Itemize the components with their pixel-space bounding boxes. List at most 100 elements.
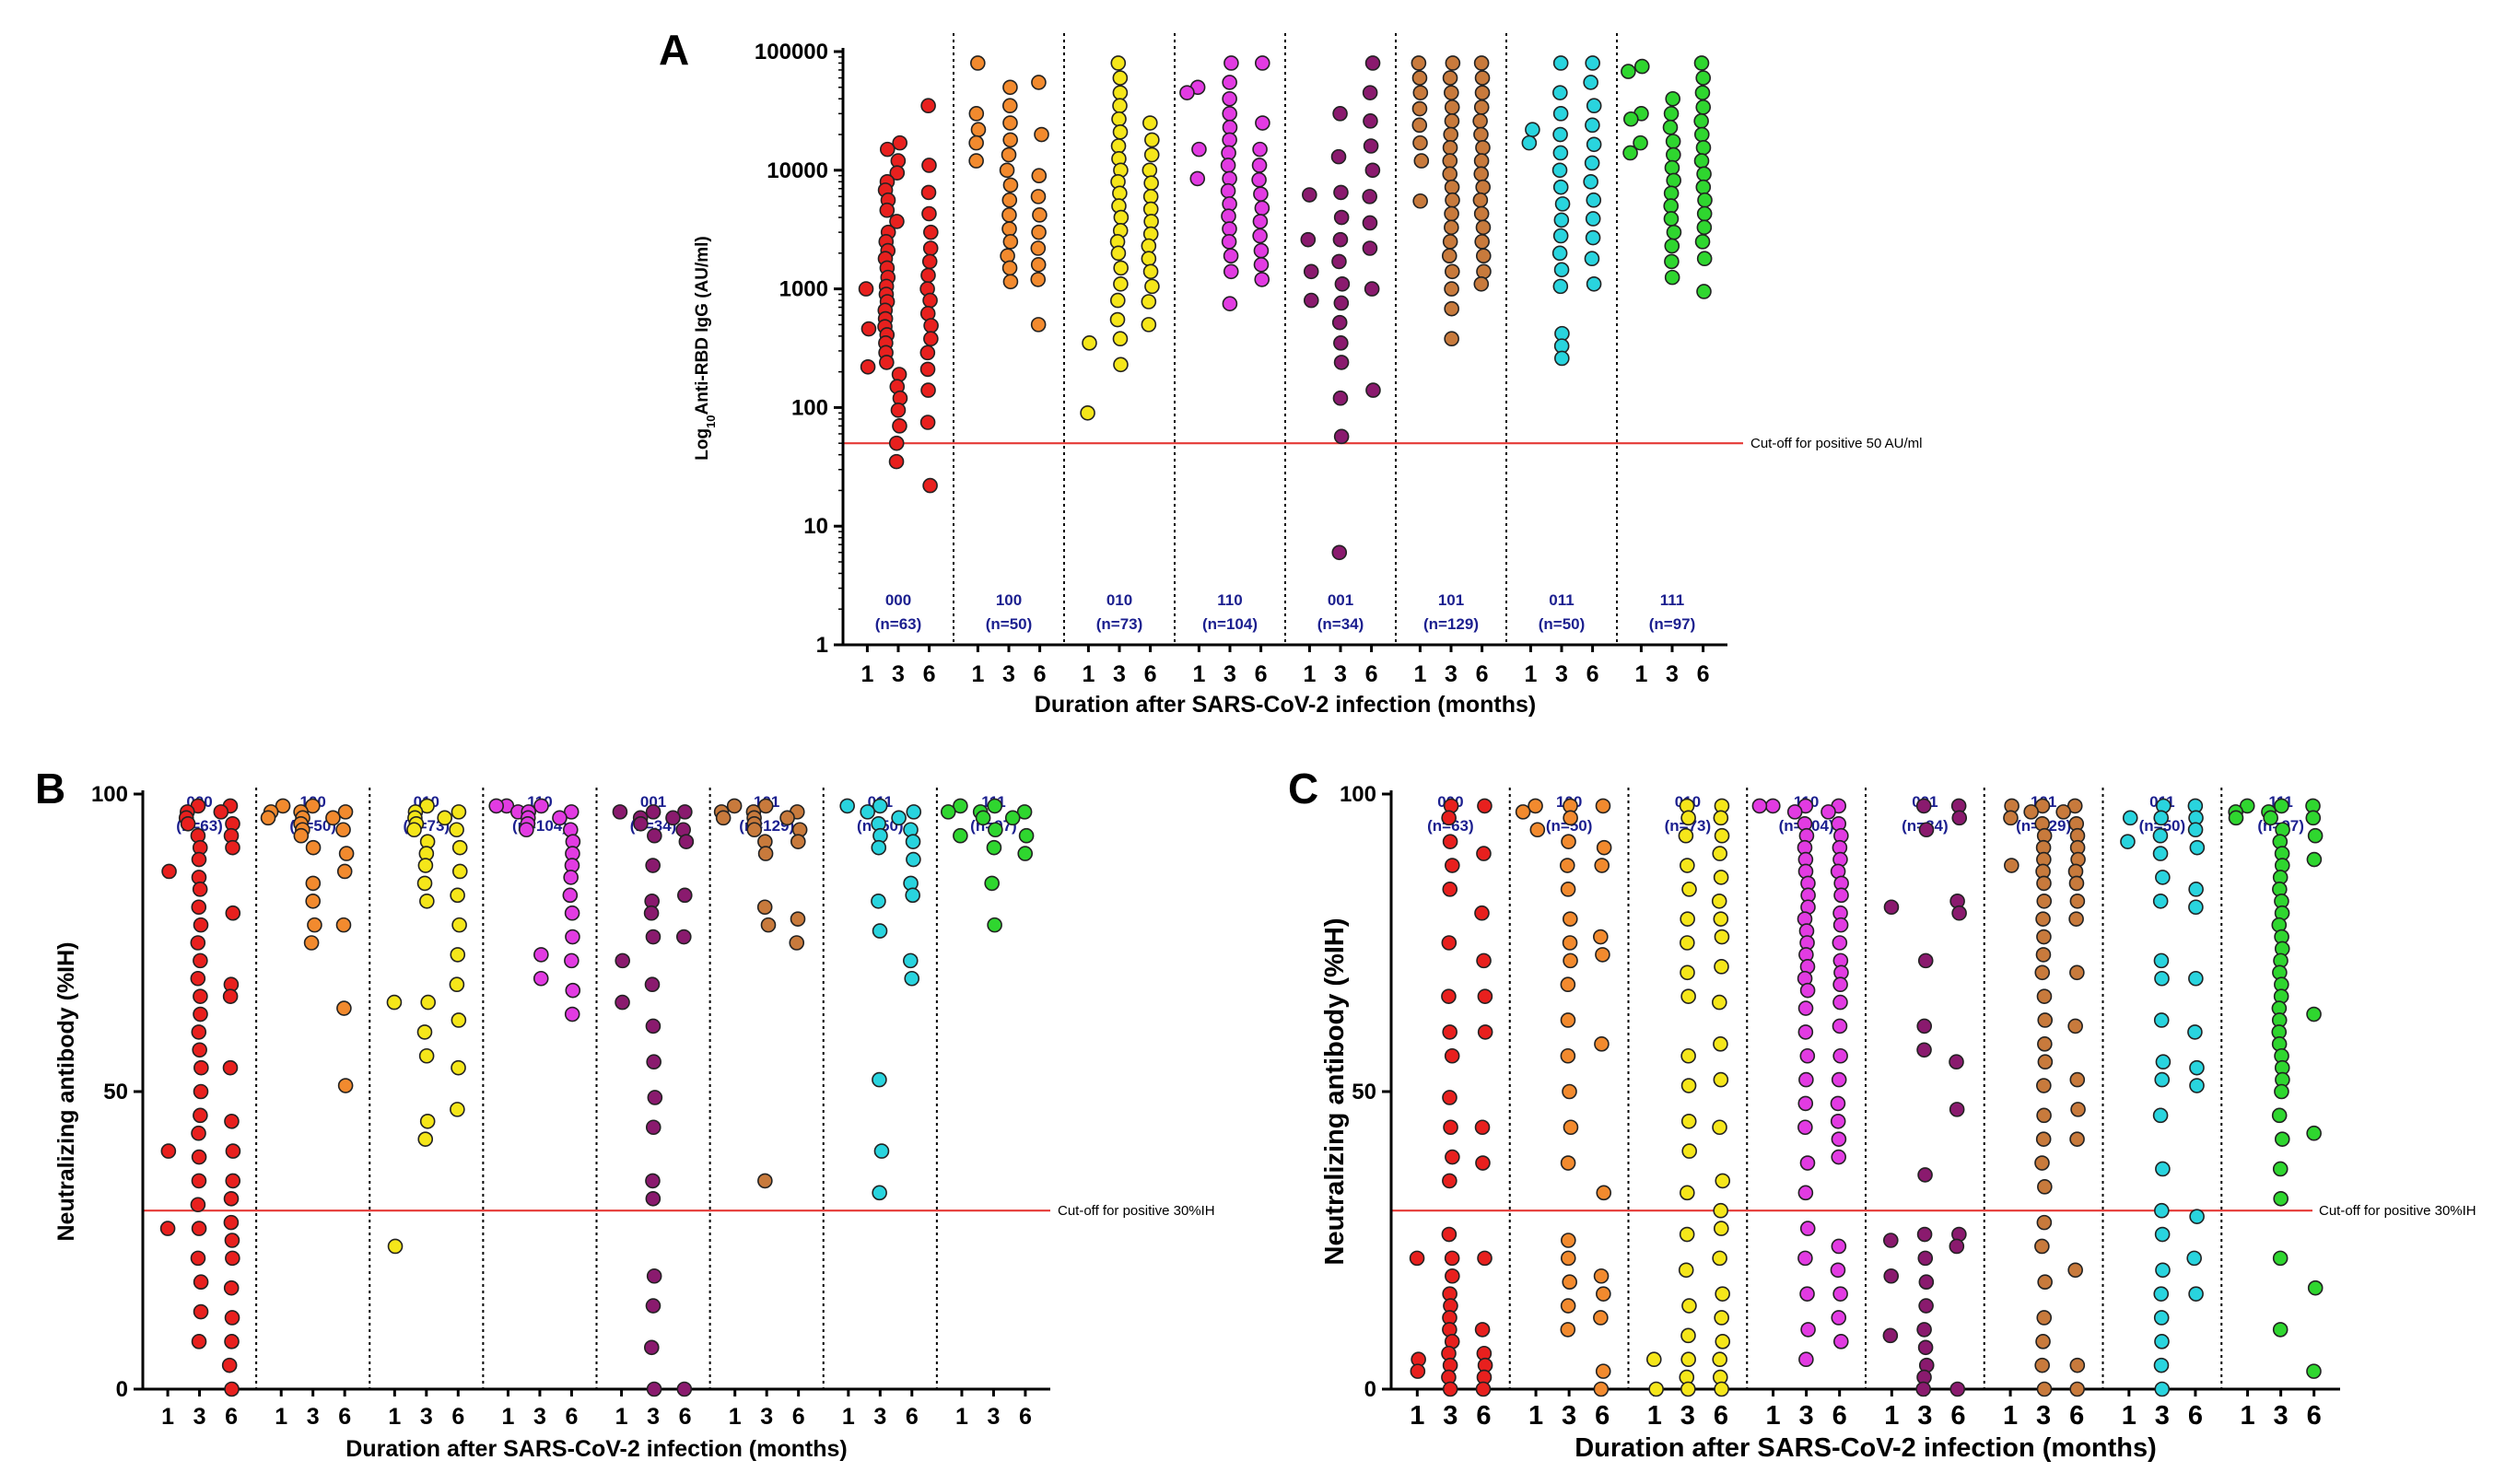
data-point <box>2069 1357 2086 1373</box>
data-point <box>1593 1268 1610 1284</box>
data-point <box>1797 1024 1814 1040</box>
data-point <box>2263 810 2278 826</box>
data-point <box>2271 1107 2288 1124</box>
data-point <box>889 214 905 229</box>
x-tick-label: 1 <box>1524 661 1537 687</box>
data-point <box>1680 1185 1695 1201</box>
x-tick-label: 1 <box>860 661 873 687</box>
data-point <box>1714 959 1729 975</box>
x-tick-label: 3 <box>1562 1401 1576 1431</box>
data-point <box>1141 251 1157 267</box>
x-tick-label: 3 <box>873 1404 886 1430</box>
data-point <box>2037 1036 2053 1052</box>
data-point <box>1595 1363 1611 1379</box>
data-point <box>2154 1226 2171 1243</box>
data-point <box>1254 55 1270 71</box>
data-point <box>888 435 905 451</box>
data-point <box>193 917 209 933</box>
x-tick-label: 3 <box>1555 661 1568 687</box>
data-point <box>1552 106 1569 122</box>
data-point <box>1302 187 1317 203</box>
data-point <box>1596 839 1612 856</box>
data-point <box>647 1090 663 1105</box>
data-point <box>565 929 580 945</box>
data-point <box>1713 870 1729 885</box>
data-point <box>1712 846 1728 861</box>
data-point <box>1442 1024 1458 1040</box>
data-point <box>1362 215 1378 231</box>
x-tick-label: 1 <box>388 1404 401 1430</box>
data-point <box>645 1119 661 1136</box>
data-point <box>1713 810 1729 826</box>
y-tick-label: 50 <box>103 1080 128 1104</box>
data-point <box>1445 1149 1460 1165</box>
data-point <box>1693 55 1710 71</box>
panel-letter: C <box>1288 765 1318 812</box>
data-point <box>2152 893 2169 909</box>
data-point <box>1882 1327 1899 1344</box>
x-tick-label: 1 <box>1192 661 1205 687</box>
data-point <box>1552 179 1569 195</box>
data-point <box>1080 404 1095 421</box>
data-point <box>2186 1250 2202 1267</box>
data-point <box>1473 55 1490 71</box>
data-point <box>676 1381 693 1397</box>
data-point <box>1664 269 1680 286</box>
data-point <box>417 1131 434 1147</box>
data-point <box>225 905 241 921</box>
data-point <box>2036 988 2053 1004</box>
data-point <box>336 1000 352 1016</box>
data-point <box>919 415 936 430</box>
x-tick-label: 1 <box>1082 661 1095 687</box>
data-point <box>1332 231 1349 248</box>
data-point <box>757 798 774 814</box>
data-point <box>906 804 922 820</box>
data-point <box>1191 141 1207 158</box>
data-point <box>2153 1012 2170 1028</box>
data-point <box>1593 1381 1610 1397</box>
data-point <box>1633 58 1650 75</box>
data-point <box>953 827 968 844</box>
data-point <box>1563 1119 1579 1136</box>
x-tick-label: 6 <box>1365 661 1378 687</box>
data-point <box>1664 159 1680 176</box>
data-point <box>1445 858 1460 873</box>
data-point <box>1832 935 1848 951</box>
data-point <box>872 1185 887 1201</box>
x-tick-label: 1 <box>161 1404 174 1430</box>
data-point <box>2153 1310 2170 1326</box>
data-point <box>191 1221 207 1236</box>
data-point <box>1001 146 1017 163</box>
data-point <box>563 804 579 820</box>
data-point <box>1222 119 1238 135</box>
data-point <box>2069 1131 2085 1147</box>
data-point <box>1442 1090 1458 1105</box>
data-point <box>1585 55 1600 71</box>
data-point <box>1554 350 1570 367</box>
data-point <box>1362 85 1378 100</box>
data-point <box>2120 834 2136 849</box>
data-point <box>1918 822 1935 838</box>
data-point <box>1593 929 1609 945</box>
data-point <box>1882 1233 1899 1248</box>
data-point <box>1595 798 1611 814</box>
data-point <box>2188 970 2204 987</box>
data-point <box>1141 294 1157 310</box>
data-point <box>1141 317 1157 333</box>
data-point <box>2155 1054 2172 1069</box>
data-point <box>1473 99 1490 115</box>
data-point <box>1554 196 1571 212</box>
data-point <box>1411 100 1428 117</box>
data-point <box>1680 935 1695 951</box>
data-point <box>1696 205 1713 222</box>
data-point <box>563 870 579 885</box>
data-point <box>1142 115 1158 131</box>
data-point <box>2036 1310 2053 1326</box>
data-point <box>1412 193 1428 209</box>
data-point <box>940 804 956 820</box>
x-tick-label: 1 <box>615 1404 628 1430</box>
x-tick-label: 3 <box>2155 1401 2170 1431</box>
data-point <box>1621 64 1636 79</box>
data-point <box>180 815 196 832</box>
data-point <box>191 1149 207 1165</box>
